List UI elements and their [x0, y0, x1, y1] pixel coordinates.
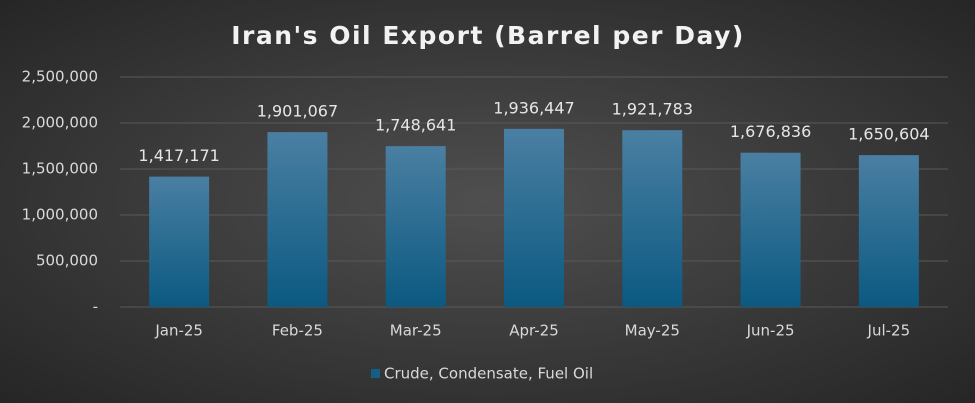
value-label: 1,748,641 — [375, 116, 456, 135]
legend-label: Crude, Condensate, Fuel Oil — [384, 365, 593, 383]
y-tick-label: 2,000,000 — [22, 114, 98, 132]
x-tick-label: Mar-25 — [390, 322, 442, 340]
bar — [740, 152, 801, 307]
value-label: 1,901,067 — [257, 102, 338, 121]
value-label: 1,676,836 — [730, 122, 811, 141]
bar — [267, 132, 328, 307]
y-tick-label: 1,000,000 — [22, 206, 98, 224]
bar — [385, 146, 446, 307]
y-tick-label: 2,500,000 — [22, 68, 98, 86]
x-tick-label: Jul-25 — [867, 322, 911, 340]
x-tick-label: Jun-25 — [746, 322, 795, 340]
bar — [622, 130, 683, 307]
value-label: 1,921,783 — [612, 100, 693, 119]
bar — [858, 155, 919, 307]
x-tick-label: Feb-25 — [272, 322, 323, 340]
legend-swatch — [371, 369, 380, 378]
value-label: 1,936,447 — [493, 98, 574, 117]
x-tick-label: May-25 — [625, 322, 680, 340]
bar — [149, 176, 210, 307]
chart-title: Iran's Oil Export (Barrel per Day) — [231, 21, 745, 50]
y-tick-label: 1,500,000 — [22, 160, 98, 178]
y-tick-label: - — [93, 298, 98, 316]
value-label: 1,417,171 — [138, 146, 219, 165]
x-tick-label: Jan-25 — [154, 322, 203, 340]
value-label: 1,650,604 — [848, 125, 929, 144]
y-tick-label: 500,000 — [36, 252, 98, 270]
x-tick-label: Apr-25 — [509, 322, 559, 340]
bar — [504, 128, 564, 307]
